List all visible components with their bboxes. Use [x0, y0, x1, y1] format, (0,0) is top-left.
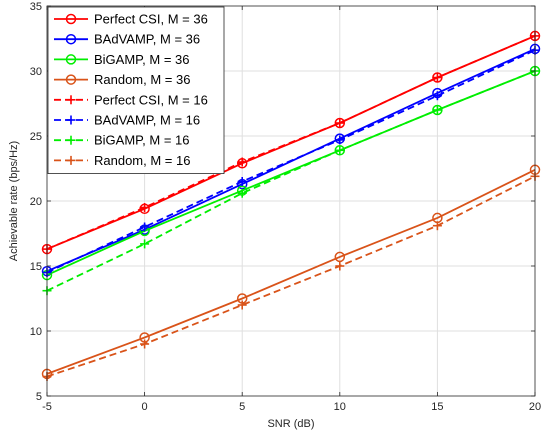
legend-label: Random, M = 16 — [94, 153, 190, 168]
legend-item: BAdVAMP, M = 16 — [54, 113, 200, 128]
y-tick-label: 30 — [30, 66, 42, 78]
data-point — [335, 145, 345, 155]
legend-item: BiGAMP, M = 16 — [54, 133, 190, 148]
series-7 — [42, 66, 540, 296]
data-point — [237, 300, 247, 310]
y-tick-label: 35 — [30, 1, 42, 13]
x-axis-label: SNR (dB) — [267, 418, 314, 430]
data-point — [432, 105, 442, 115]
legend-label: Random, M = 36 — [94, 72, 190, 87]
x-tick-label: 5 — [239, 401, 245, 413]
legend-box — [47, 6, 225, 175]
data-point — [140, 239, 150, 249]
y-tick-label: 25 — [30, 131, 42, 143]
series-line — [46, 70, 536, 292]
y-tick-label: 15 — [30, 261, 42, 273]
legend-marker — [65, 74, 77, 85]
y-tick-label: 5 — [36, 391, 42, 403]
legend-marker — [65, 33, 77, 45]
legend-marker — [66, 155, 76, 165]
x-tick-label: 0 — [142, 401, 148, 413]
data-point — [140, 203, 150, 212]
data-point — [334, 251, 346, 263]
x-tick-label: 20 — [529, 401, 541, 413]
data-point — [335, 261, 345, 271]
legend-marker — [66, 95, 76, 105]
legend-marker — [66, 135, 76, 145]
x-tick-label: -5 — [42, 401, 52, 413]
data-point — [237, 188, 247, 198]
data-point — [237, 177, 247, 186]
legend-item: BiGAMP, M = 36 — [54, 52, 190, 67]
y-axis-label: Achievable rate (bps/Hz) — [8, 141, 20, 261]
data-point — [432, 221, 442, 231]
legend-item: BAdVAMP, M = 36 — [54, 32, 200, 47]
y-tick-label: 10 — [30, 326, 42, 338]
legend: Perfect CSI, M = 36 BAdVAMP, M = 36 BiGAMP… — [47, 6, 225, 175]
series-line — [46, 49, 536, 274]
legend-marker — [65, 54, 77, 65]
legend-marker — [66, 115, 76, 125]
tick-labels: -5 0 5 10 15 20 5 10 15 20 25 30 35 — [30, 1, 541, 413]
series-line — [46, 168, 536, 375]
data-point — [432, 73, 442, 82]
data-point — [432, 91, 442, 101]
legend-label: BAdVAMP, M = 36 — [94, 32, 200, 47]
y-tick-label: 20 — [30, 196, 42, 208]
legend-item: Perfect CSI, M = 36 — [54, 12, 208, 27]
legend-label: BiGAMP, M = 36 — [94, 52, 190, 67]
legend-label: BAdVAMP, M = 16 — [94, 113, 200, 128]
data-point — [237, 157, 247, 167]
series-line — [46, 70, 536, 276]
data-point — [335, 135, 345, 145]
x-tick-label: 10 — [334, 401, 346, 413]
data-point — [140, 222, 150, 232]
data-point — [335, 118, 345, 128]
legend-item: Perfect CSI, M = 16 — [54, 92, 208, 107]
legend-item: Random, M = 36 — [54, 72, 190, 87]
legend-label: Perfect CSI, M = 16 — [94, 92, 208, 107]
x-tick-label: 15 — [431, 401, 443, 413]
series-line — [46, 35, 536, 250]
legend-label: BiGAMP, M = 16 — [94, 133, 190, 148]
legend-label: Perfect CSI, M = 36 — [94, 12, 208, 27]
legend-marker — [65, 13, 77, 25]
legend-item: Random, M = 16 — [54, 153, 190, 168]
data-point — [140, 339, 150, 349]
